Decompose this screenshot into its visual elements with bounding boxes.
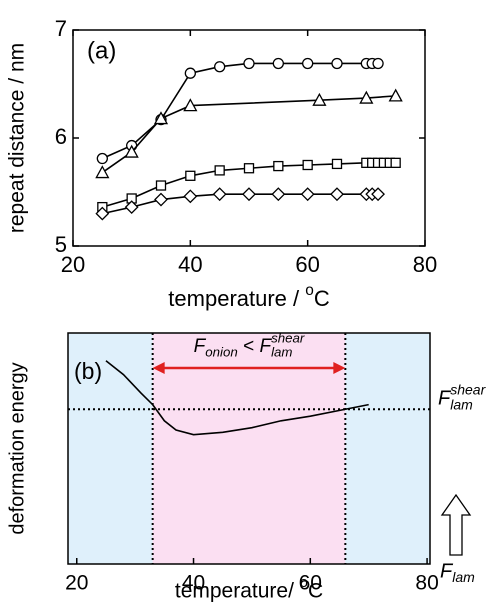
x-tick-label: 80 [415,572,438,595]
series-line [105,360,369,436]
up-arrow [440,493,472,556]
x-axis-label-sup: o [305,282,314,299]
range-label-text: < [238,336,260,357]
panel-label: (b) [74,358,102,384]
x-tick-label: 40 [178,252,202,277]
marker [212,187,227,202]
marker [388,88,403,102]
marker [242,187,256,202]
marker [153,111,169,125]
marker [372,57,384,70]
marker [95,206,110,221]
panel-label: (a) [87,37,116,64]
threshold-label-sub: lam [450,396,473,412]
marker [390,157,401,168]
region [152,333,346,564]
x-axis-label-text: temperature/ [175,580,300,603]
threshold-label-text: F [438,388,452,410]
series-line [102,62,379,160]
y-tick-label: 5 [55,232,67,257]
marker [300,187,315,202]
marker [243,163,255,174]
base-label-text: F [440,560,454,582]
range-label-text: F [259,336,272,357]
x-axis-label-text: C [308,580,323,603]
marker [214,61,226,73]
range-label-text: F [194,336,207,357]
marker [243,57,255,70]
marker [371,187,385,202]
marker [183,98,198,112]
base-label-sub: lam [452,569,475,585]
marker [359,90,374,104]
y-axis-label: repeat distance / nm [6,43,29,233]
marker [96,152,108,165]
plot-frame [67,332,431,565]
x-tick-label: 60 [295,252,319,277]
marker [155,180,167,191]
x-tick-label: 60 [299,572,322,595]
x-tick-label: 20 [61,252,85,277]
marker [330,187,344,202]
x-axis-label-text: temperature / [168,286,305,311]
y-axis-label: deformation energy [6,362,28,534]
range-label-sub: onion [205,345,238,360]
marker [124,200,139,215]
marker [331,158,343,170]
x-tick-label: 40 [182,572,205,595]
marker [124,144,139,158]
threshold-label-sup: shear [450,382,486,398]
marker [271,187,286,202]
y-tick-label: 7 [55,16,67,41]
marker [302,57,314,70]
marker [95,165,110,179]
x-tick-label: 80 [413,252,437,277]
x-tick-label: 20 [65,572,88,595]
marker [214,165,225,176]
marker [312,92,327,106]
marker [331,57,343,70]
x-axis-label-text: C [314,286,330,311]
range-label-sup: shear [271,331,305,346]
region [68,333,153,564]
marker [272,57,284,70]
marker [273,160,284,172]
marker [154,192,168,207]
x-axis-label-sup: o [300,575,308,591]
y-tick-label: 6 [55,124,67,149]
arrow-head [152,362,165,374]
marker [184,67,196,79]
marker [302,159,313,171]
arrow-head [333,362,346,374]
range-label-sub: lam [271,345,292,360]
marker [185,170,196,181]
region [345,333,430,564]
marker [183,189,198,204]
series-line [101,95,396,174]
